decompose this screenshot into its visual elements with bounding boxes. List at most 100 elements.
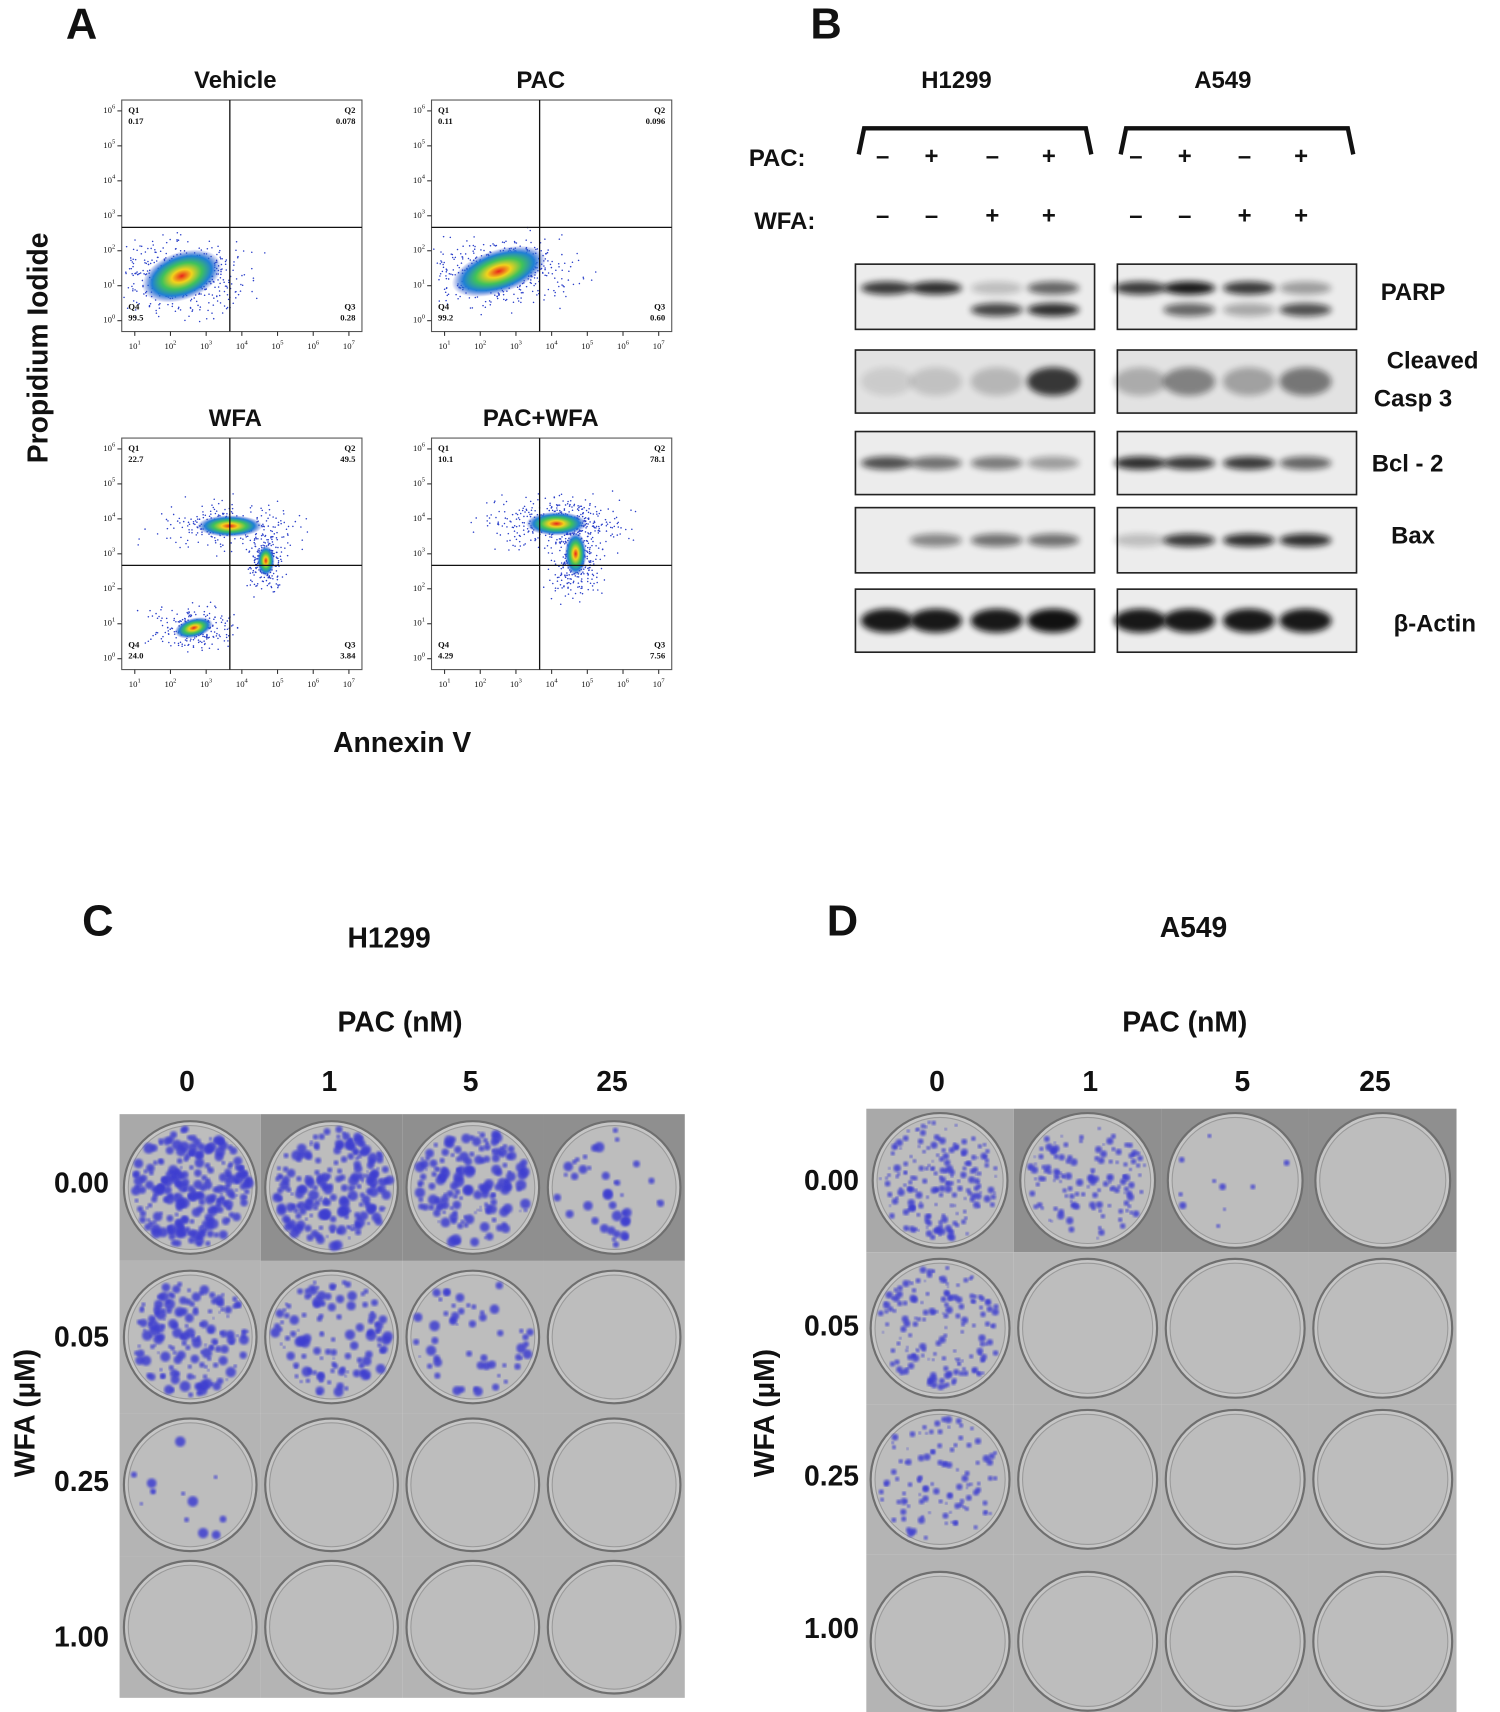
colony [166, 1214, 174, 1222]
event-dot [190, 298, 193, 301]
tick-exp: 5 [280, 339, 283, 346]
event-dot [562, 500, 564, 502]
event-dot [292, 525, 294, 528]
colony [915, 1191, 923, 1199]
colony [1123, 1162, 1128, 1167]
colony [460, 1219, 465, 1225]
event-dot [178, 621, 181, 623]
colony [174, 1229, 184, 1239]
event-dot [167, 630, 170, 632]
colony [346, 1370, 349, 1374]
colony [172, 1327, 183, 1338]
event-dot [451, 256, 454, 259]
event-dot [165, 617, 168, 620]
colony [1135, 1163, 1141, 1168]
event-dot [471, 307, 474, 309]
colony [883, 1479, 891, 1487]
event-dot [183, 617, 186, 620]
event-dot [561, 587, 563, 589]
event-dot [498, 510, 500, 513]
tick-exp: 2 [173, 677, 176, 684]
event-dot [220, 273, 222, 276]
event-dot [262, 534, 264, 536]
event-dot [593, 563, 595, 565]
tick-base: 10 [413, 315, 422, 325]
event-dot [582, 276, 585, 278]
event-dot [592, 493, 594, 495]
tick-exp: 3 [422, 546, 425, 553]
colony [485, 1232, 494, 1241]
event-dot [536, 277, 539, 279]
colony [375, 1363, 386, 1374]
event-dot [603, 579, 606, 581]
event-dot [214, 541, 217, 544]
event-dot [175, 247, 177, 250]
event-dot [282, 510, 285, 512]
colony [955, 1418, 962, 1424]
event-dot [559, 541, 562, 543]
event-dot [167, 303, 169, 306]
event-dot [564, 595, 567, 597]
colony [887, 1191, 893, 1198]
colony [378, 1177, 388, 1187]
event-dot [151, 615, 154, 617]
colony [371, 1299, 378, 1307]
colony [315, 1232, 323, 1241]
bracket [856, 126, 1094, 155]
event-dot [235, 278, 238, 280]
tick-exp: 1 [422, 278, 425, 285]
colony [938, 1499, 943, 1504]
event-dot [202, 511, 204, 513]
event-dot [168, 641, 170, 644]
event-dot [518, 549, 520, 551]
colony [453, 1176, 465, 1187]
colony [348, 1195, 351, 1199]
event-dot [514, 241, 516, 244]
event-dot [206, 636, 208, 639]
colony [327, 1183, 334, 1190]
event-dot [587, 577, 589, 580]
colony [922, 1178, 928, 1184]
event-dot [215, 635, 218, 637]
event-dot [521, 509, 524, 512]
event-dot [264, 542, 267, 544]
colony [993, 1166, 998, 1171]
event-dot [611, 533, 614, 535]
event-dot [490, 514, 492, 516]
colony [376, 1336, 383, 1343]
blot-band [860, 456, 914, 470]
event-dot [508, 549, 510, 551]
event-dot [144, 528, 146, 530]
blot-band [1163, 608, 1216, 633]
event-dot [553, 289, 555, 292]
event-dot [187, 241, 189, 243]
colony [141, 1302, 146, 1307]
x-tick-label: 105 [272, 677, 284, 689]
colony [1131, 1153, 1135, 1157]
event-dot [592, 522, 595, 524]
colony [319, 1356, 324, 1360]
event-dot [175, 541, 177, 544]
event-dot [522, 507, 524, 510]
treatment-sign: – [876, 143, 889, 170]
event-dot [260, 514, 263, 517]
event-dot [202, 635, 204, 638]
tick-base: 10 [307, 679, 316, 689]
colony [191, 1334, 195, 1338]
tick-exp: 2 [112, 581, 115, 588]
tick-base: 10 [653, 679, 662, 689]
colony [296, 1143, 307, 1154]
colony [1080, 1192, 1086, 1197]
event-dot [443, 288, 446, 291]
colony [949, 1180, 954, 1186]
event-dot [227, 634, 230, 637]
event-dot [220, 621, 223, 623]
colony [905, 1458, 912, 1466]
event-dot [537, 493, 540, 495]
event-dot [546, 507, 548, 510]
blot-band [970, 456, 1023, 470]
event-dot [231, 503, 233, 506]
event-dot [604, 518, 607, 521]
colony [131, 1186, 141, 1196]
event-dot [587, 517, 590, 519]
